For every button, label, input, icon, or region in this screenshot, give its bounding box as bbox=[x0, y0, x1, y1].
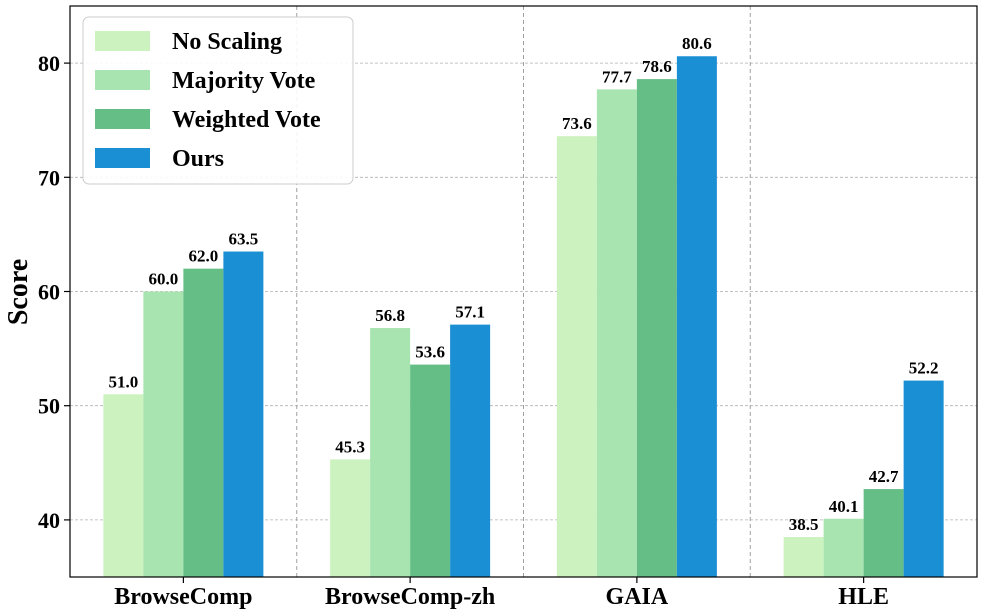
bar bbox=[863, 489, 904, 577]
x-tick-label: BrowseComp bbox=[114, 584, 252, 610]
bar bbox=[183, 268, 224, 577]
legend-label: Majority Vote bbox=[172, 68, 316, 94]
data-label: 62.0 bbox=[189, 247, 219, 266]
data-label: 73.6 bbox=[562, 114, 592, 133]
legend-swatch bbox=[95, 31, 150, 51]
bar bbox=[330, 459, 371, 577]
legend-label: Ours bbox=[172, 146, 224, 172]
legend-swatch bbox=[95, 70, 150, 90]
data-label: 38.5 bbox=[789, 515, 819, 534]
data-label: 60.0 bbox=[149, 270, 179, 289]
data-label: 57.1 bbox=[455, 303, 485, 322]
y-tick-label: 70 bbox=[38, 165, 60, 190]
x-axis-ticks: BrowseComp BrowseComp-zh GAIA HLE bbox=[114, 577, 889, 610]
data-label: 40.1 bbox=[829, 497, 859, 516]
data-label: 45.3 bbox=[335, 437, 365, 456]
y-tick-label: 80 bbox=[38, 51, 60, 76]
bar bbox=[823, 518, 864, 577]
bars bbox=[103, 56, 944, 578]
legend-label: No Scaling bbox=[172, 29, 282, 55]
y-axis-title: Score bbox=[3, 259, 34, 325]
data-label: 51.0 bbox=[109, 372, 139, 391]
y-tick-label: 50 bbox=[38, 394, 60, 419]
data-label: 53.6 bbox=[415, 343, 445, 362]
bar bbox=[103, 394, 144, 577]
bar bbox=[676, 56, 717, 578]
data-label: 56.8 bbox=[375, 306, 405, 325]
data-label: 63.5 bbox=[229, 230, 259, 249]
legend: No Scaling Majority Vote Weighted Vote Ours bbox=[82, 16, 354, 185]
bar bbox=[596, 89, 637, 577]
bar bbox=[410, 364, 451, 577]
bar bbox=[903, 380, 944, 577]
data-label: 52.2 bbox=[909, 359, 939, 378]
data-label: 77.7 bbox=[602, 67, 632, 86]
x-tick-label: BrowseComp-zh bbox=[325, 584, 495, 610]
x-tick-label: GAIA bbox=[606, 584, 669, 610]
bar bbox=[450, 324, 491, 577]
x-tick-label: HLE bbox=[838, 584, 889, 610]
data-label: 80.6 bbox=[682, 34, 712, 53]
y-tick-label: 40 bbox=[38, 508, 60, 533]
legend-frame bbox=[82, 16, 354, 185]
legend-swatch bbox=[95, 109, 150, 129]
data-label: 78.6 bbox=[642, 57, 672, 76]
bar bbox=[370, 328, 411, 577]
legend-swatch bbox=[95, 148, 150, 168]
value-labels: 51.0 60.0 62.0 63.5 45.3 56.8 53.6 57.1 73.6 77.7… bbox=[109, 34, 939, 534]
data-label: 42.7 bbox=[869, 467, 899, 486]
y-tick-label: 60 bbox=[38, 280, 60, 305]
bar bbox=[223, 251, 264, 577]
legend-label: Weighted Vote bbox=[172, 107, 321, 133]
bar bbox=[556, 136, 597, 578]
bar bbox=[783, 537, 824, 577]
bar bbox=[636, 79, 677, 577]
y-axis-ticks: 40 50 60 70 80 bbox=[38, 51, 70, 533]
bar bbox=[143, 291, 184, 577]
